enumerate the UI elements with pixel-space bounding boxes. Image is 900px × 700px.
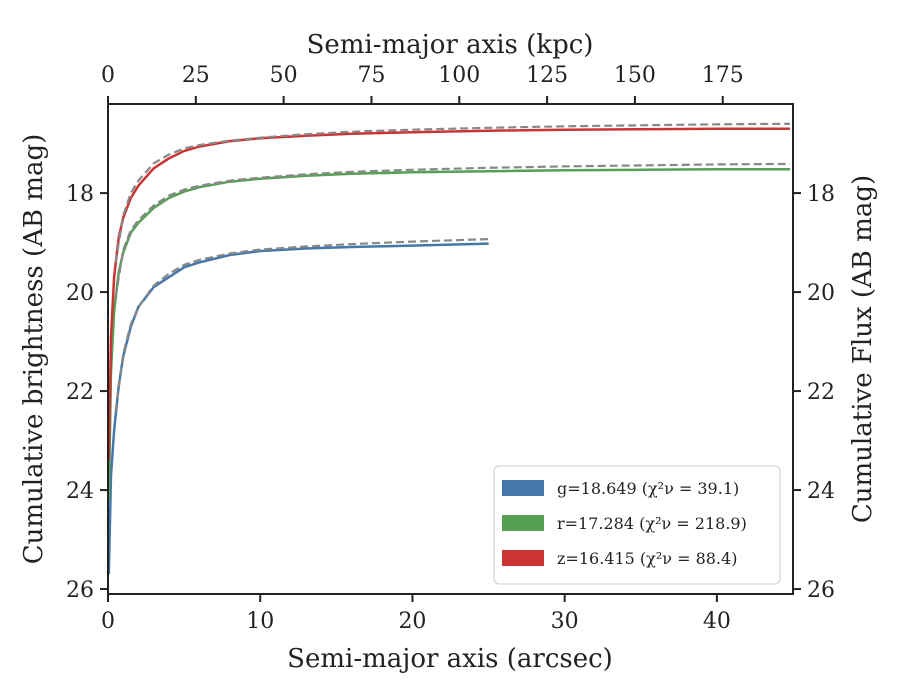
legend-label: z=16.415 (χ²ν = 88.4) — [557, 549, 737, 568]
series-line-z — [108, 127, 790, 461]
y-tick-label-right: 26 — [807, 578, 835, 603]
y-tick-label: 24 — [66, 479, 94, 504]
x-tick-label: 30 — [551, 609, 579, 634]
top-axis-title: Semi-major axis (kpc) — [307, 30, 594, 60]
top-tick-label: 175 — [702, 63, 744, 88]
top-tick-label: 100 — [438, 63, 480, 88]
y-tick-label: 26 — [66, 578, 94, 603]
top-tick-label: 50 — [270, 63, 298, 88]
model-fit-line-g — [114, 238, 489, 412]
series-line-g — [108, 242, 489, 575]
y-tick-label-right: 24 — [807, 479, 835, 504]
y-axis-title-right: Cumulative Flux (AB mag) — [848, 175, 878, 523]
legend-label: r=17.284 (χ²ν = 218.9) — [557, 514, 747, 533]
plot-frame — [107, 103, 794, 595]
top-tick-label: 125 — [526, 63, 568, 88]
series-layer — [108, 122, 791, 575]
legend-swatch — [502, 550, 544, 566]
y-tick-label: 20 — [66, 281, 94, 306]
legend-box — [493, 465, 781, 585]
legend-swatch — [502, 515, 544, 531]
top-tick-label: 0 — [101, 63, 115, 88]
top-tick-label: 25 — [182, 63, 210, 88]
model-fit-line-r — [114, 162, 791, 298]
legend-label: g=18.649 (χ²ν = 39.1) — [557, 479, 739, 498]
series-line-r — [108, 168, 790, 501]
x-tick-label: 40 — [703, 609, 731, 634]
legend-swatch — [502, 480, 544, 496]
top-tick-label: 150 — [614, 63, 656, 88]
x-tick-label: 10 — [246, 609, 274, 634]
ticks-layer: 0 10 20 30 40 0 25 50 75 100 125 150 175 18 18 20 20 22 22… — [66, 63, 835, 634]
legend: g=18.649 (χ²ν = 39.1) r=17.284 (χ²ν = 218… — [493, 465, 781, 585]
top-tick-label: 75 — [357, 63, 385, 88]
y-tick-label-right: 22 — [807, 380, 835, 405]
x-tick-label: 20 — [398, 609, 426, 634]
model-fit-line-z — [114, 122, 791, 263]
y-tick-label: 22 — [66, 380, 94, 405]
y-axis-title: Cumulative brightness (AB mag) — [19, 134, 49, 565]
x-axis-title: Semi-major axis (arcsec) — [287, 644, 613, 674]
y-tick-label-right: 18 — [807, 182, 835, 207]
x-tick-label: 0 — [101, 609, 115, 634]
y-tick-label: 18 — [66, 182, 94, 207]
y-tick-label-right: 20 — [807, 281, 835, 306]
legend-items: g=18.649 (χ²ν = 39.1) r=17.284 (χ²ν = 218… — [502, 479, 747, 568]
